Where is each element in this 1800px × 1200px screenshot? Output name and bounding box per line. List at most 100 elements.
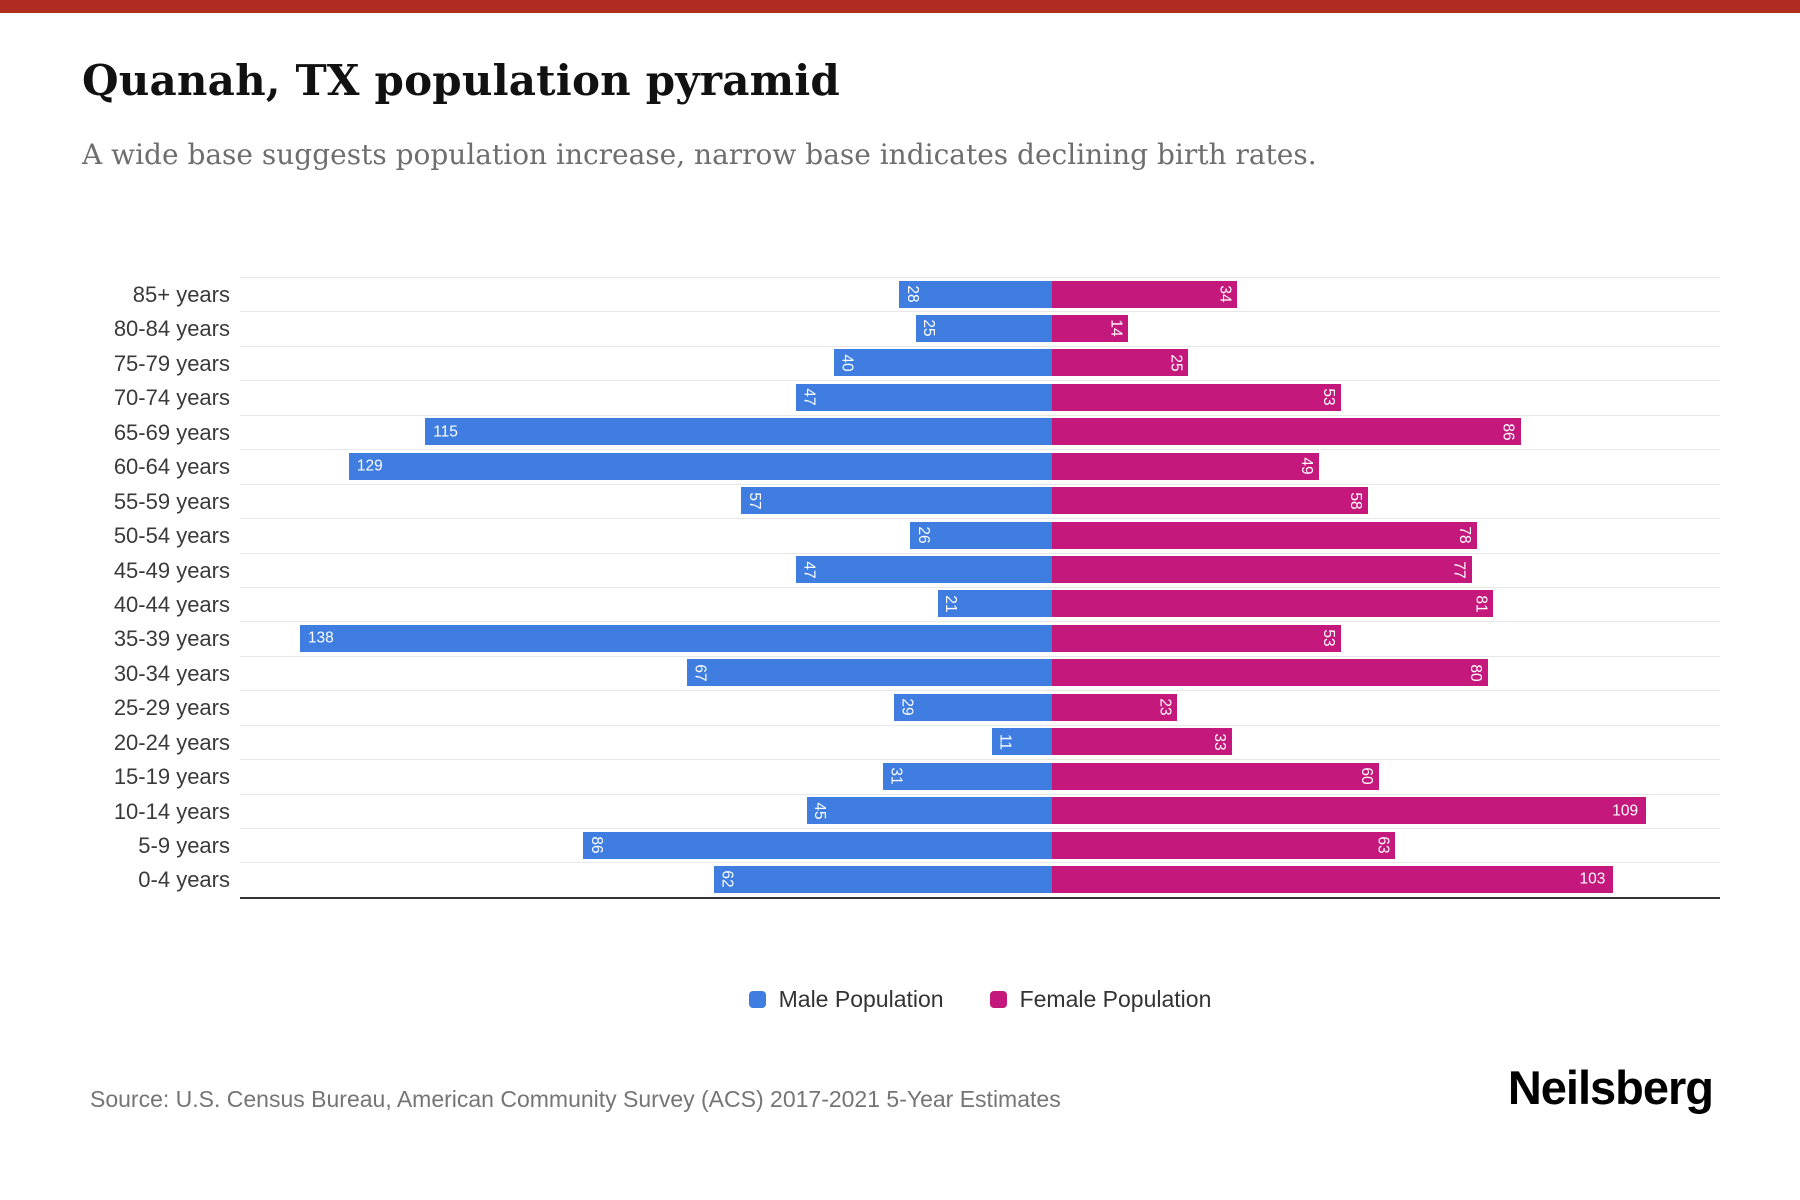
male-zone: 115 — [240, 416, 1052, 449]
female-zone: 53 — [1052, 622, 1720, 655]
pyramid-row: 0-4 years 62 103 — [0, 863, 1760, 898]
female-bar[interactable]: 81 — [1052, 590, 1494, 618]
male-bar-value: 129 — [356, 457, 383, 475]
female-bar[interactable]: 80 — [1052, 659, 1488, 687]
pyramid-rows: 85+ years 28 34 80-84 years 25 14 75-79 years 4… — [0, 278, 1760, 898]
female-bar-value: 14 — [1107, 319, 1125, 338]
female-bar[interactable]: 34 — [1052, 280, 1238, 308]
male-bar[interactable]: 67 — [686, 659, 1052, 687]
female-bar[interactable]: 49 — [1052, 452, 1320, 480]
female-bar-value: 33 — [1210, 733, 1228, 751]
row-plot: 45 109 — [240, 795, 1720, 829]
female-bar[interactable]: 103 — [1052, 865, 1614, 893]
male-bar[interactable]: 45 — [806, 797, 1052, 825]
male-zone: 57 — [240, 485, 1052, 518]
legend-item-female[interactable]: Female Population — [989, 986, 1212, 1013]
age-group-label: 80-84 years — [113, 316, 230, 342]
row-plot: 26 78 — [240, 519, 1720, 554]
male-zone: 28 — [240, 278, 1052, 311]
female-zone: 14 — [1052, 312, 1720, 345]
female-zone: 80 — [1052, 657, 1720, 690]
female-zone: 109 — [1052, 795, 1720, 828]
male-bar[interactable]: 31 — [883, 762, 1052, 790]
age-group-label: 75-79 years — [113, 350, 230, 376]
female-bar[interactable]: 77 — [1052, 556, 1472, 583]
row-plot: 29 23 — [240, 691, 1720, 726]
male-bar[interactable]: 129 — [348, 452, 1052, 480]
male-bar[interactable]: 62 — [714, 865, 1052, 893]
male-bar[interactable]: 115 — [425, 418, 1052, 446]
male-bar-value: 26 — [914, 526, 932, 544]
male-bar-value: 28 — [903, 285, 921, 303]
female-bar[interactable]: 109 — [1052, 797, 1647, 825]
pyramid-row: 35-39 years 138 53 — [0, 622, 1760, 657]
male-bar-value: 29 — [898, 698, 916, 716]
male-zone: 67 — [240, 657, 1052, 690]
female-bar[interactable]: 53 — [1052, 383, 1341, 411]
female-bar[interactable]: 53 — [1052, 624, 1341, 652]
age-group-label: 35-39 years — [113, 626, 230, 652]
female-bar[interactable]: 60 — [1052, 762, 1379, 790]
age-group-label: 55-59 years — [113, 488, 230, 514]
female-bar-value: 103 — [1579, 870, 1606, 888]
male-bar[interactable]: 25 — [915, 314, 1052, 342]
female-bar[interactable]: 86 — [1052, 418, 1521, 446]
pyramid-row: 15-19 years 31 60 — [0, 760, 1760, 795]
male-bar[interactable]: 40 — [834, 349, 1052, 377]
brand-logo: Neilsberg — [1507, 1061, 1714, 1114]
male-zone: 138 — [240, 622, 1052, 655]
row-plot: 21 81 — [240, 588, 1720, 623]
pyramid-row: 5-9 years 86 63 — [0, 829, 1760, 864]
age-group-label: 85+ years — [132, 282, 230, 307]
age-group-label: 30-34 years — [113, 660, 230, 686]
pyramid-row: 40-44 years 21 81 — [0, 588, 1760, 623]
male-zone: 25 — [240, 312, 1052, 345]
male-bar[interactable]: 86 — [583, 831, 1052, 859]
male-bar[interactable]: 11 — [992, 728, 1052, 756]
female-bar-value: 53 — [1319, 629, 1337, 647]
male-bar[interactable]: 138 — [299, 624, 1052, 652]
chart-title: Quanah, TX population pyramid — [82, 56, 840, 105]
male-bar[interactable]: 28 — [899, 280, 1052, 308]
age-group-label: 70-74 years — [113, 385, 230, 411]
age-group-label: 60-64 years — [113, 454, 230, 480]
pyramid-row: 85+ years 28 34 — [0, 278, 1760, 313]
female-bar[interactable]: 23 — [1052, 693, 1178, 721]
legend-item-male[interactable]: Male Population — [748, 986, 944, 1013]
male-bar-value: 21 — [942, 595, 959, 613]
pyramid-row: 75-79 years 40 25 — [0, 347, 1760, 382]
male-bar[interactable]: 26 — [910, 521, 1052, 549]
male-bar[interactable]: 47 — [795, 556, 1052, 583]
male-bar-value: 86 — [587, 836, 605, 854]
female-bar-value: 58 — [1347, 492, 1365, 510]
female-bar[interactable]: 63 — [1052, 831, 1396, 859]
female-bar[interactable]: 58 — [1052, 487, 1369, 515]
age-group-label: 25-29 years — [113, 695, 230, 721]
female-zone: 77 — [1052, 554, 1720, 587]
female-bar[interactable]: 33 — [1052, 728, 1232, 756]
male-bar[interactable]: 29 — [893, 693, 1052, 721]
female-zone: 53 — [1052, 381, 1720, 414]
female-bar[interactable]: 25 — [1052, 349, 1189, 377]
legend-label-female: Female Population — [1019, 986, 1212, 1012]
male-zone: 29 — [240, 691, 1052, 724]
pyramid-row: 30-34 years 67 80 — [0, 657, 1760, 692]
female-bar-value: 81 — [1472, 595, 1490, 613]
row-plot: 47 77 — [240, 554, 1720, 588]
male-bar-value: 67 — [691, 664, 709, 682]
male-bar[interactable]: 47 — [795, 383, 1052, 411]
age-group-label: 5-9 years — [138, 833, 230, 858]
male-bar-value: 25 — [920, 319, 938, 338]
male-zone: 11 — [240, 726, 1052, 759]
male-bar-value: 45 — [811, 801, 829, 820]
female-bar-value: 109 — [1612, 801, 1639, 819]
male-bar[interactable]: 21 — [937, 590, 1052, 618]
female-bar[interactable]: 78 — [1052, 521, 1478, 549]
pyramid-row: 10-14 years 45 109 — [0, 795, 1760, 829]
female-zone: 60 — [1052, 760, 1720, 793]
legend-label-male: Male Population — [778, 986, 944, 1012]
male-bar-value: 31 — [887, 767, 905, 785]
female-zone: 86 — [1052, 416, 1720, 449]
female-bar[interactable]: 14 — [1052, 314, 1129, 342]
male-bar[interactable]: 57 — [741, 487, 1052, 515]
